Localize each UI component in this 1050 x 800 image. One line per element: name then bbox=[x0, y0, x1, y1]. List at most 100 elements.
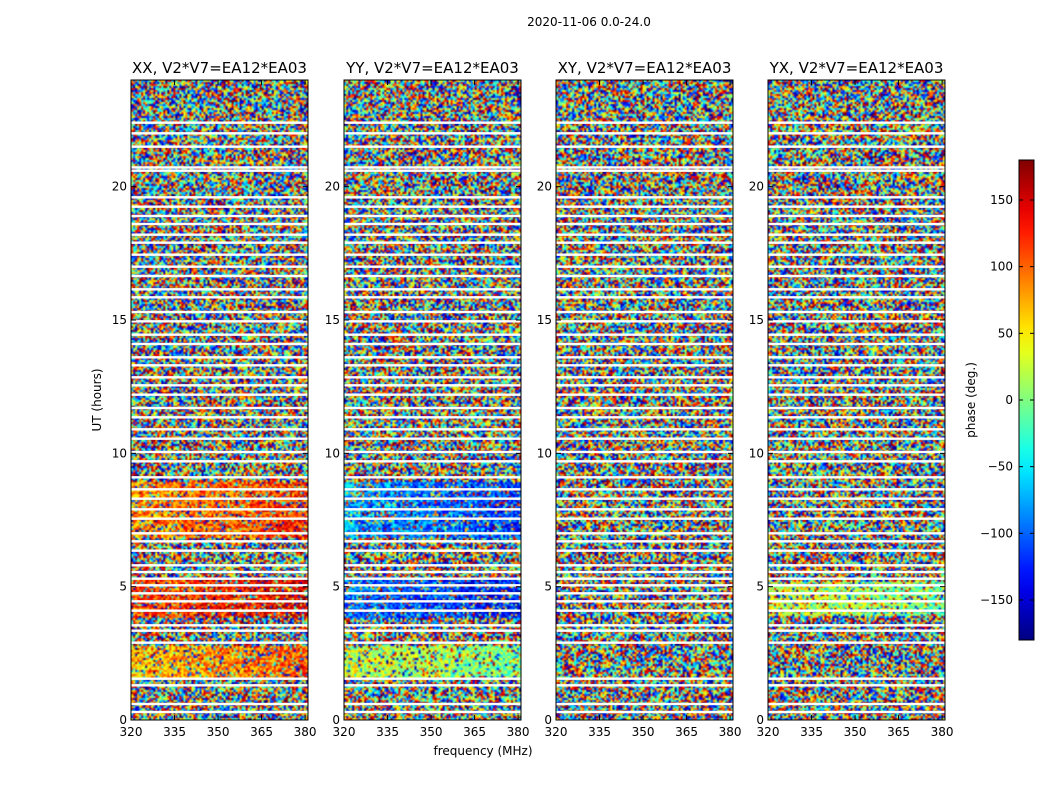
flagged-gap bbox=[556, 406, 733, 410]
colorbar-tick-label: 50 bbox=[998, 326, 1013, 340]
x-axis-label: frequency (MHz) bbox=[433, 744, 532, 758]
flagged-gap bbox=[131, 166, 308, 169]
colorbar-tick-label: −100 bbox=[980, 526, 1013, 540]
flagged-gap bbox=[344, 376, 521, 379]
y-tick-label: 10 bbox=[537, 446, 552, 460]
flagged-gap bbox=[556, 166, 733, 169]
flagged-gap bbox=[556, 540, 733, 543]
flagged-gap bbox=[131, 265, 308, 268]
flagged-gap bbox=[131, 488, 308, 491]
flagged-gap bbox=[768, 437, 945, 440]
x-tick-label: 380 bbox=[931, 725, 954, 739]
x-tick-label: 335 bbox=[800, 725, 823, 739]
x-tick-label: 335 bbox=[376, 725, 399, 739]
flagged-gap bbox=[556, 222, 733, 226]
flagged-gap bbox=[556, 684, 733, 687]
flagged-gap bbox=[131, 356, 308, 359]
flagged-gap bbox=[131, 517, 308, 520]
flagged-gap bbox=[344, 488, 521, 491]
flagged-gap bbox=[768, 393, 945, 396]
flagged-gap bbox=[131, 320, 308, 323]
flagged-gap bbox=[131, 609, 308, 612]
flagged-gap bbox=[768, 641, 945, 644]
flagged-gap bbox=[344, 342, 521, 346]
flagged-gap bbox=[344, 460, 521, 463]
x-tick-label: 335 bbox=[588, 725, 611, 739]
flagged-gap bbox=[344, 196, 521, 199]
flagged-gap bbox=[131, 641, 308, 644]
x-tick-label: 350 bbox=[420, 725, 443, 739]
panel-frame bbox=[767, 79, 946, 721]
flagged-gap bbox=[556, 532, 733, 535]
flagged-gap bbox=[768, 488, 945, 491]
flagged-gap bbox=[768, 214, 945, 218]
flagged-gap bbox=[768, 428, 945, 431]
x-tick-label: 350 bbox=[632, 725, 655, 739]
x-tick-label: 335 bbox=[163, 725, 186, 739]
flagged-gap bbox=[131, 214, 308, 218]
flagged-gap bbox=[344, 364, 521, 367]
flagged-gap bbox=[556, 702, 733, 706]
flagged-gap bbox=[131, 540, 308, 543]
flagged-gap bbox=[556, 296, 733, 299]
flagged-gap bbox=[768, 145, 945, 148]
flagged-gap bbox=[131, 310, 308, 314]
flagged-gap bbox=[768, 532, 945, 535]
flagged-gap bbox=[131, 132, 308, 135]
flagged-gap bbox=[768, 517, 945, 520]
flagged-gap bbox=[344, 406, 521, 410]
flagged-gap bbox=[131, 532, 308, 535]
flagged-gap bbox=[131, 384, 308, 387]
flagged-gap bbox=[768, 121, 945, 124]
flagged-gap bbox=[344, 577, 521, 580]
flagged-gap bbox=[556, 629, 733, 632]
flagged-gap bbox=[768, 508, 945, 511]
flagged-gap bbox=[768, 265, 945, 268]
flagged-gap bbox=[556, 145, 733, 148]
flagged-gap bbox=[344, 684, 521, 687]
panel-frame bbox=[130, 79, 309, 721]
y-tick-label: 20 bbox=[325, 180, 340, 194]
flagged-gap bbox=[131, 253, 308, 256]
flagged-gap bbox=[556, 274, 733, 278]
flagged-gap bbox=[344, 629, 521, 632]
flagged-gap bbox=[556, 333, 733, 336]
flagged-gap bbox=[344, 476, 521, 479]
flagged-gap bbox=[344, 132, 521, 135]
flagged-gap bbox=[768, 196, 945, 199]
flagged-gap bbox=[131, 584, 308, 587]
flagged-gap bbox=[556, 609, 733, 612]
flagged-gap bbox=[768, 296, 945, 299]
flagged-gap bbox=[768, 684, 945, 687]
flagged-gap bbox=[344, 600, 521, 603]
y-tick-label: 0 bbox=[544, 713, 552, 727]
flagged-gap bbox=[768, 629, 945, 632]
y-tick-label: 10 bbox=[749, 446, 764, 460]
flagged-gap bbox=[768, 310, 945, 314]
y-tick-label: 20 bbox=[749, 180, 764, 194]
y-tick-label: 15 bbox=[325, 313, 340, 327]
flagged-gap bbox=[344, 241, 521, 244]
heatmap-panels: XX, V2*V7=EA12*EA03 320 335 350 365 380 0 5 10 15… bbox=[112, 59, 954, 739]
flagged-gap bbox=[131, 222, 308, 226]
flagged-gap bbox=[768, 577, 945, 580]
flagged-gap bbox=[768, 549, 945, 552]
flagged-gap bbox=[556, 376, 733, 379]
flagged-gap bbox=[131, 592, 308, 595]
flagged-gap bbox=[344, 564, 521, 567]
flagged-gap bbox=[556, 508, 733, 511]
flagged-gap bbox=[768, 497, 945, 500]
flagged-gap bbox=[768, 624, 945, 627]
flagged-gap bbox=[768, 222, 945, 226]
panel-2: YY, V2*V7=EA12*EA03 320 335 350 365 380 0 5 10 15… bbox=[325, 59, 530, 739]
flagged-gap bbox=[131, 570, 308, 574]
flagged-gap bbox=[344, 570, 521, 574]
flagged-gap bbox=[556, 600, 733, 603]
flagged-gap bbox=[131, 393, 308, 396]
flagged-gap bbox=[344, 320, 521, 323]
flagged-gap bbox=[131, 428, 308, 431]
flagged-gap bbox=[556, 288, 733, 291]
flagged-gap bbox=[344, 497, 521, 500]
flagged-gap bbox=[556, 584, 733, 587]
flagged-gap bbox=[344, 233, 521, 236]
